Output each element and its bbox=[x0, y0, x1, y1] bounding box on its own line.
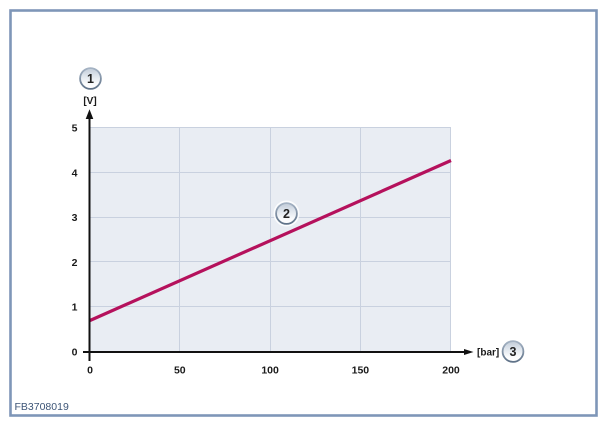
svg-text:2: 2 bbox=[283, 207, 290, 221]
svg-text:5: 5 bbox=[72, 123, 78, 135]
svg-text:100: 100 bbox=[261, 365, 279, 377]
svg-text:[bar]: [bar] bbox=[477, 348, 499, 359]
svg-text:150: 150 bbox=[352, 365, 370, 377]
svg-text:[V]: [V] bbox=[83, 96, 96, 107]
svg-text:200: 200 bbox=[442, 365, 460, 377]
svg-text:0: 0 bbox=[72, 347, 78, 359]
svg-text:50: 50 bbox=[174, 365, 186, 377]
svg-text:2: 2 bbox=[72, 257, 78, 269]
svg-text:1: 1 bbox=[72, 302, 78, 314]
svg-text:4: 4 bbox=[72, 167, 78, 179]
svg-text:0: 0 bbox=[87, 365, 93, 377]
svg-text:3: 3 bbox=[72, 212, 78, 224]
svg-text:3: 3 bbox=[510, 345, 517, 359]
svg-text:1: 1 bbox=[87, 72, 94, 86]
svg-text:FB3708019: FB3708019 bbox=[15, 401, 69, 413]
